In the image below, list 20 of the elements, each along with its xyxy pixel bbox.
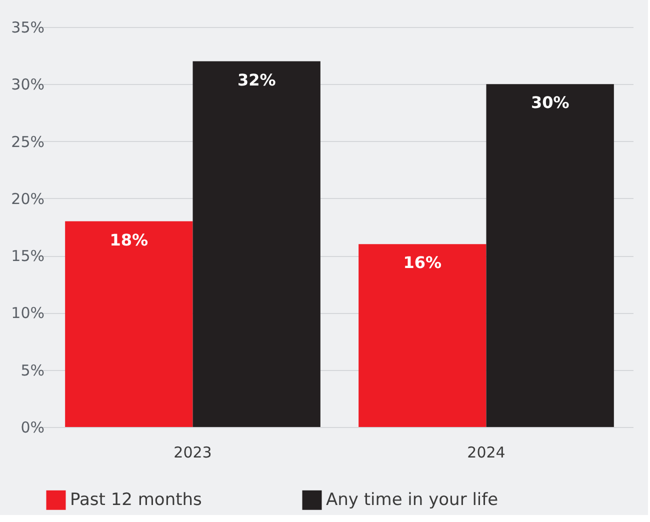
y-tick-label: 15% <box>11 247 44 266</box>
y-tick-label: 30% <box>11 76 44 94</box>
y-tick-label: 20% <box>11 190 44 208</box>
y-tick-label: 10% <box>11 304 44 322</box>
legend-label: Past 12 months <box>70 490 202 510</box>
data-label: 32% <box>237 70 276 90</box>
y-tick-label: 5% <box>20 361 44 380</box>
x-tick-label: 2024 <box>467 444 506 462</box>
data-label: 30% <box>530 93 570 112</box>
data-label: 16% <box>403 253 442 272</box>
y-tick-label: 25% <box>11 132 44 151</box>
data-label: 18% <box>110 230 148 250</box>
bar <box>65 221 193 427</box>
bar <box>358 244 486 427</box>
legend-label: Any time in your life <box>326 490 498 510</box>
bar <box>486 84 614 427</box>
bar <box>192 61 320 427</box>
y-tick-label: 0% <box>20 418 44 436</box>
y-tick-label: 35% <box>11 18 44 36</box>
x-tick-label: 2023 <box>174 444 212 462</box>
